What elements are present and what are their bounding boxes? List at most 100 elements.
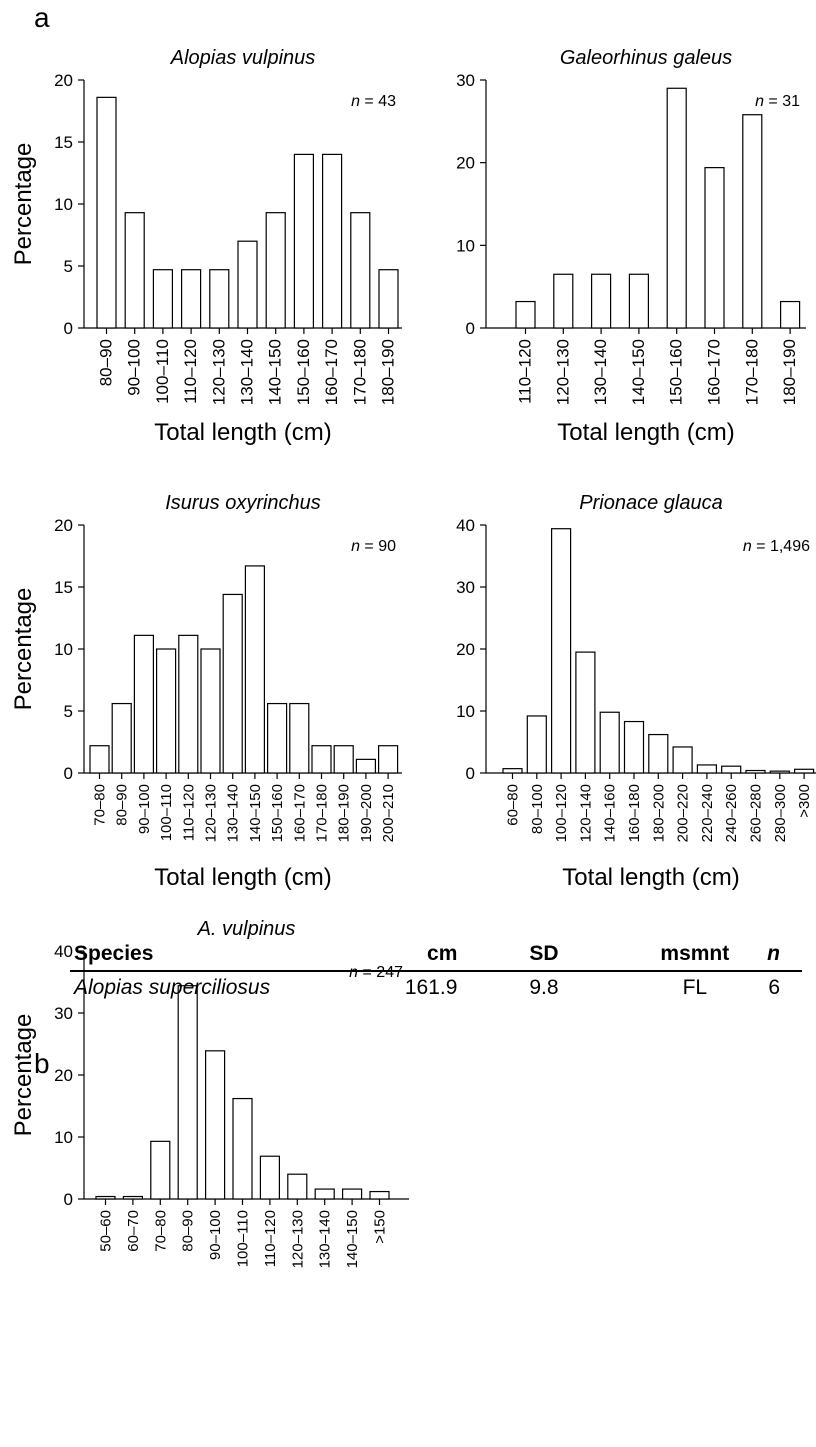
bar	[355, 758, 376, 774]
bar	[369, 1190, 390, 1200]
x-tick-label: 110–120	[262, 1210, 279, 1267]
y-tick-label: 20	[54, 1066, 73, 1085]
x-tick-label: 80–100	[529, 784, 546, 834]
x-tick-label: 180–190	[336, 784, 353, 842]
bar	[95, 1195, 116, 1200]
y-tick-label: 20	[456, 154, 475, 173]
cell-n: 6	[768, 976, 780, 999]
x-tick-label: 110–120	[180, 784, 197, 841]
bar	[378, 745, 399, 774]
chart-title: Isurus oxyrinchus	[165, 492, 321, 514]
x-tick-label: 150–160	[667, 339, 686, 405]
x-axis-label: Total length (cm)	[557, 419, 734, 446]
x-tick-label: 160–170	[705, 339, 724, 405]
x-tick-label: 80–90	[180, 1210, 197, 1252]
bar	[111, 702, 132, 774]
y-tick-label: 0	[64, 319, 73, 338]
bar	[793, 768, 815, 774]
y-tick-label: 20	[54, 516, 73, 535]
table-row: Alopias superciliosus 161.9 9.8 FL 6	[70, 971, 802, 1002]
cell-cm: 161.9	[404, 976, 458, 999]
bar	[779, 300, 801, 329]
bar	[293, 153, 314, 329]
y-tick-label: 5	[64, 257, 73, 276]
x-tick-label: 280–300	[772, 784, 789, 842]
x-tick-label: 120–140	[577, 784, 594, 842]
x-tick-label: 140–150	[344, 1210, 361, 1268]
bar	[590, 273, 612, 329]
x-tick-label: 110–120	[516, 339, 535, 404]
bar	[177, 985, 198, 1200]
y-tick-label: 10	[54, 640, 73, 659]
y-tick-label: 0	[64, 764, 73, 783]
chart-a2: Galeorhinus galeus n = 31 0 10 20 30 110–120 12…	[456, 47, 806, 446]
bar	[150, 1140, 171, 1200]
y-tick-label: 0	[466, 764, 475, 783]
x-tick-label: 130–140	[225, 784, 242, 842]
x-tick-label: 140–150	[629, 339, 648, 405]
y-tick-label: 10	[456, 236, 475, 255]
cell-species: Alopias superciliosus	[74, 976, 271, 999]
bar	[259, 1155, 280, 1200]
bar	[623, 720, 645, 774]
cell-sd: 9.8	[529, 976, 559, 999]
bar	[152, 269, 173, 329]
x-axis-label: Total length (cm)	[562, 864, 739, 891]
bar	[628, 273, 650, 329]
bar	[333, 745, 354, 774]
bar	[222, 593, 243, 774]
x-tick-label: 50–60	[98, 1210, 115, 1252]
bar	[237, 240, 258, 329]
header-sd: SD	[461, 940, 627, 972]
header-n: n	[763, 940, 802, 972]
x-tick-label: 130–140	[591, 339, 610, 405]
cell-msmnt: FL	[682, 976, 708, 999]
panel-b-label: b	[34, 1048, 50, 1079]
y-tick-label: 15	[54, 133, 73, 152]
x-axis-label: Total length (cm)	[154, 419, 331, 446]
x-tick-label: 140–160	[602, 784, 619, 842]
x-tick-label: 120–130	[553, 339, 572, 405]
x-tick-label: 130–140	[317, 1210, 334, 1268]
header-cm: cm	[354, 940, 462, 972]
x-tick-label: 140–150	[266, 339, 285, 405]
x-tick-label: 170–180	[742, 339, 761, 405]
y-axis-label: Percentage	[10, 1014, 37, 1137]
x-tick-label: 80–90	[97, 339, 116, 386]
bar	[672, 746, 693, 774]
x-tick-label: 240–260	[723, 784, 740, 842]
y-tick-label: 5	[64, 702, 73, 721]
x-tick-label: 90–100	[136, 784, 153, 834]
x-tick-label: 220–240	[699, 784, 716, 842]
n-label: n = 1,496	[743, 538, 810, 555]
bar	[666, 87, 687, 329]
bar	[322, 153, 343, 329]
y-tick-label: 10	[456, 702, 475, 721]
x-tick-label: 90–100	[125, 339, 144, 396]
x-tick-label: >150	[372, 1210, 389, 1244]
bar	[205, 1050, 226, 1200]
x-tick-label: 190–200	[358, 784, 375, 842]
bar	[96, 96, 117, 329]
chart-title: Prionace glauca	[579, 492, 722, 514]
y-tick-label: 0	[466, 319, 475, 338]
bar	[553, 273, 574, 329]
x-tick-label: 100–110	[158, 784, 175, 841]
x-tick-label: 70–80	[92, 784, 109, 826]
bar	[133, 634, 154, 774]
x-tick-label: 70–80	[152, 1210, 169, 1252]
y-tick-label: 30	[456, 578, 475, 597]
chart-a1: Alopias vulpinus n = 43 0 5 10 15 20 Percentage…	[10, 47, 402, 446]
bar	[502, 768, 523, 774]
bar	[721, 765, 742, 774]
x-tick-label: 80–90	[114, 784, 131, 826]
bar	[265, 212, 286, 329]
header-species: Species	[70, 940, 355, 972]
x-tick-label: 260–280	[748, 784, 765, 842]
bar	[515, 300, 536, 329]
y-tick-label: 20	[456, 640, 475, 659]
x-tick-label: 150–160	[294, 339, 313, 405]
x-tick-label: 100–110	[153, 339, 172, 404]
